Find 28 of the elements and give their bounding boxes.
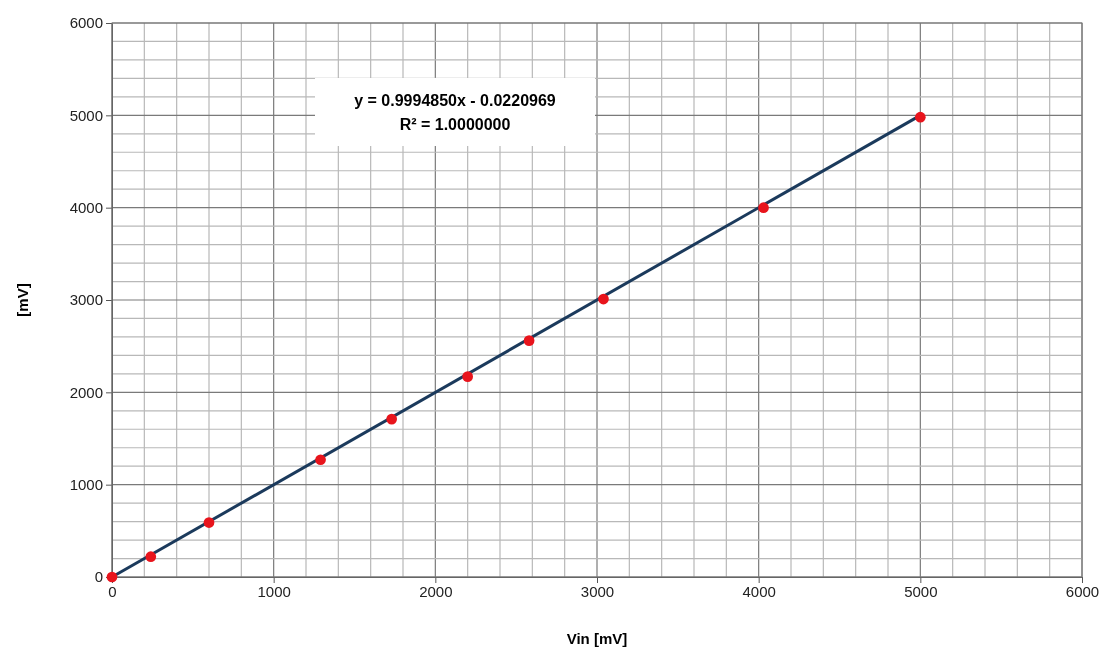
x-tick-label: 2000 [419,582,453,600]
y-axis-title: [mV] [14,283,31,317]
annotation: R² = 1.0000000 [399,116,511,133]
y-tick-label: 4000 [69,198,103,216]
x-tick-label: 0 [108,582,117,600]
point [914,111,926,123]
x-tick-label: 1000 [257,582,291,600]
point [758,202,769,214]
x-tick-label: 4000 [742,582,776,600]
point [462,371,474,382]
point [523,335,535,346]
point [386,413,398,425]
point [145,551,157,563]
point [106,571,118,583]
annotation: y = 0.9994850x - 0.0220969 [354,92,556,109]
x-tick-label: 3000 [580,582,615,600]
point [598,293,609,305]
point [203,517,215,528]
point [315,454,326,466]
y-tick-label: 6000 [69,14,103,32]
y-tick-label: 5000 [69,106,103,124]
y-tick-label: 2000 [69,383,103,401]
x-tick-label: 6000 [1065,582,1100,600]
x-tick-label: 5000 [904,582,938,600]
x-axis-title: Vin [mV] [566,630,628,647]
y-tick-label: 0 [94,568,103,586]
y-tick-label: 3000 [69,291,103,309]
y-tick-label: 1000 [69,475,103,493]
